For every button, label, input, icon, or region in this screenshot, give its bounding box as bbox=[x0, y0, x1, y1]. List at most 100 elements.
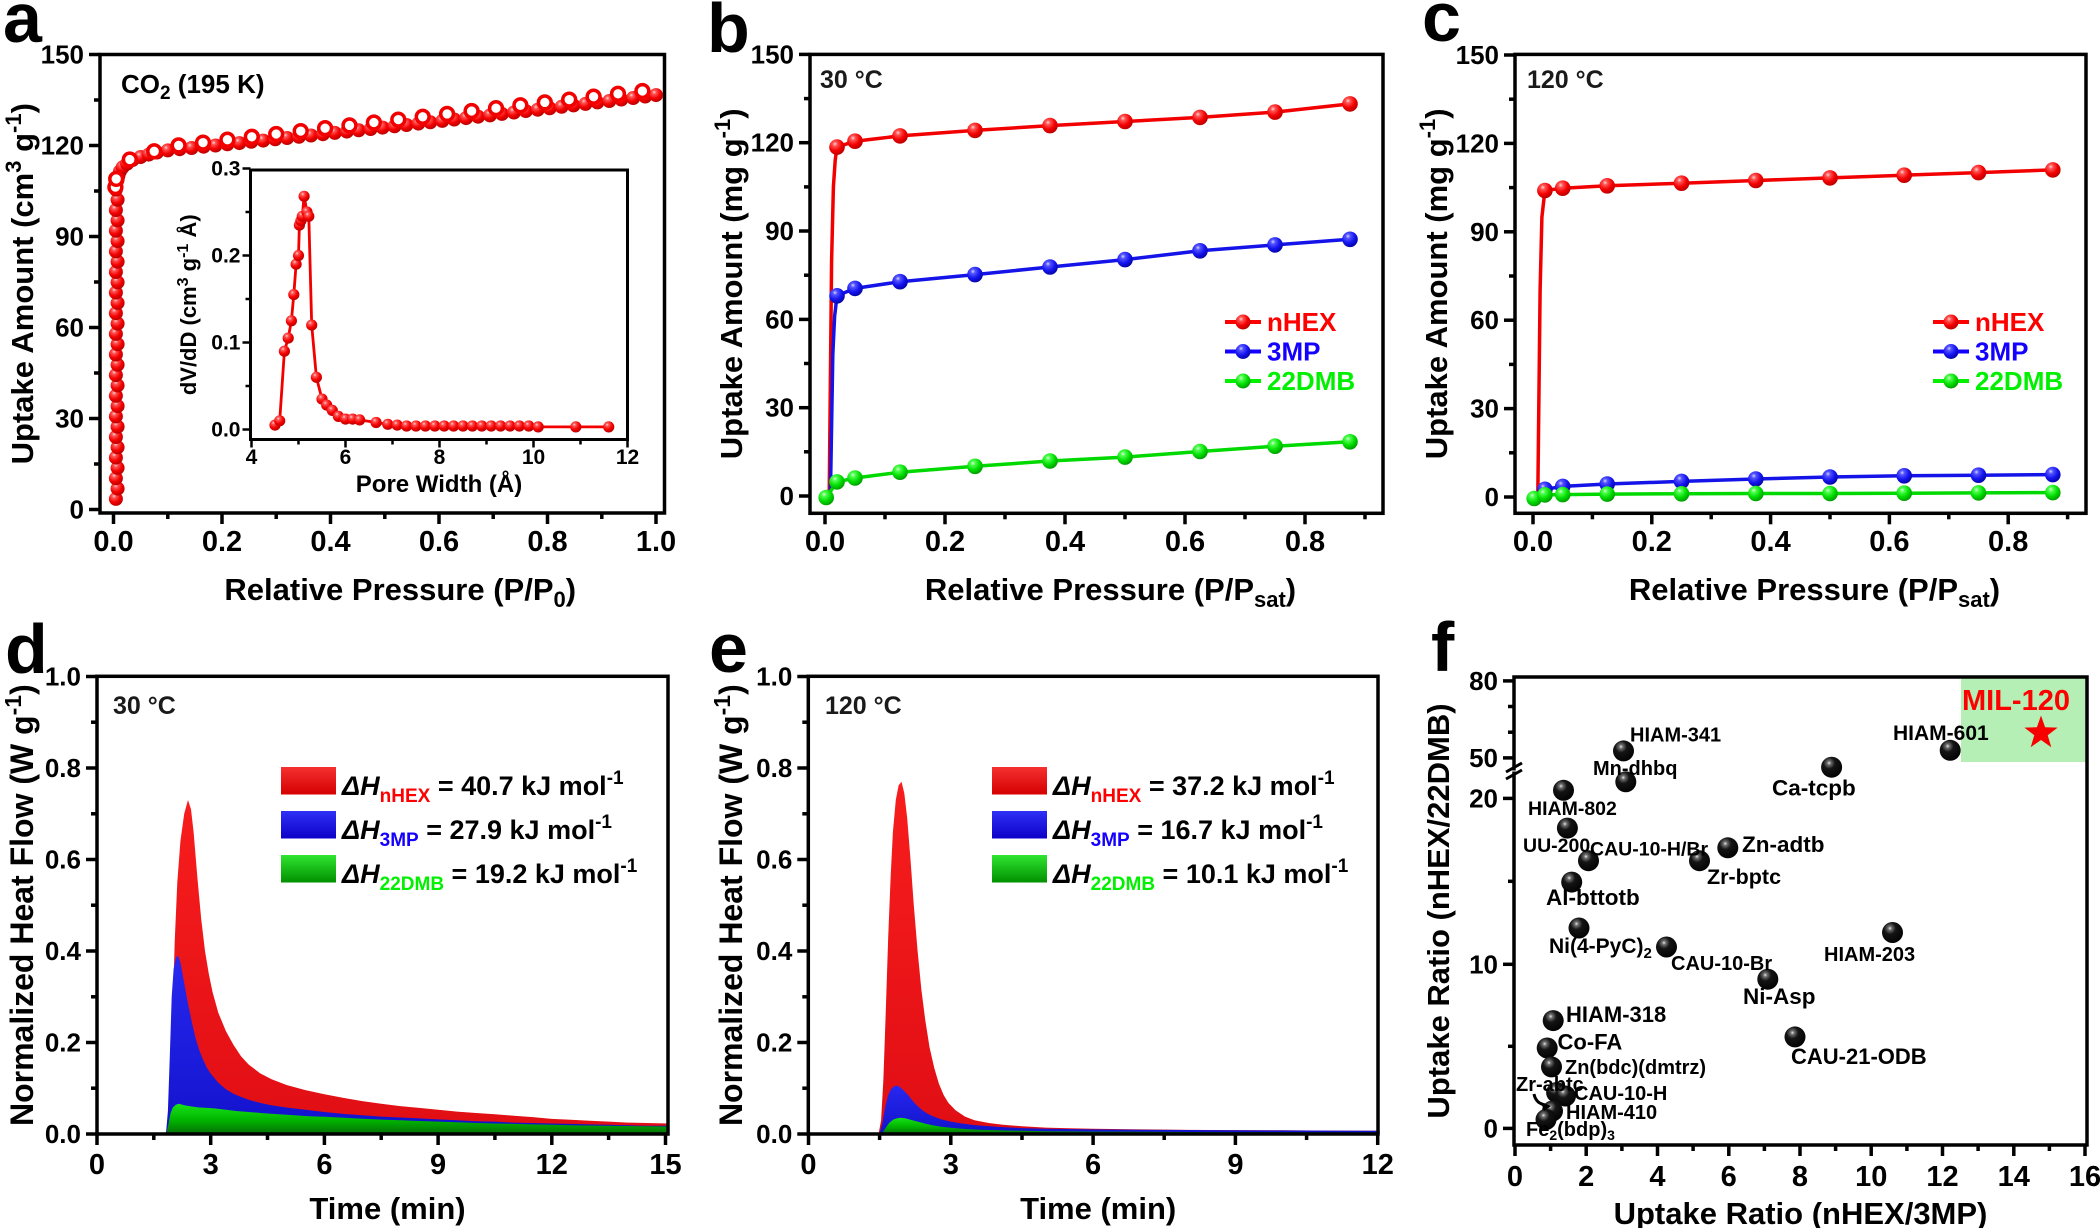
svg-text:0.8: 0.8 bbox=[527, 526, 567, 558]
svg-text:30 °C: 30 °C bbox=[820, 66, 883, 94]
svg-text:nHEX: nHEX bbox=[1267, 307, 1337, 337]
svg-text:ΔHnHEX = 37.2 kJ mol-1: ΔHnHEX = 37.2 kJ mol-1 bbox=[1052, 768, 1335, 807]
svg-text:a: a bbox=[3, 0, 43, 57]
svg-text:ΔH3MP = 27.9 kJ mol-1: ΔH3MP = 27.9 kJ mol-1 bbox=[341, 812, 612, 851]
svg-text:HIAM-802: HIAM-802 bbox=[1528, 798, 1617, 820]
svg-text:Uptake Amount (cm3 g-1): Uptake Amount (cm3 g-1) bbox=[1, 103, 40, 464]
svg-text:60: 60 bbox=[765, 304, 794, 334]
svg-text:ΔH22DMB = 19.2 kJ mol-1: ΔH22DMB = 19.2 kJ mol-1 bbox=[341, 856, 638, 895]
svg-text:Ni(4-PyC)2: Ni(4-PyC)2 bbox=[1549, 935, 1652, 962]
svg-text:0.8: 0.8 bbox=[1285, 526, 1325, 558]
svg-text:60: 60 bbox=[1470, 305, 1499, 335]
svg-text:6: 6 bbox=[1721, 1161, 1737, 1193]
svg-text:0.4: 0.4 bbox=[1750, 526, 1790, 558]
svg-text:12: 12 bbox=[1926, 1161, 1958, 1193]
svg-text:nHEX: nHEX bbox=[1975, 307, 2045, 337]
svg-text:f: f bbox=[1431, 608, 1455, 686]
svg-text:0.0: 0.0 bbox=[1513, 526, 1553, 558]
svg-text:15: 15 bbox=[649, 1149, 681, 1181]
svg-text:1.0: 1.0 bbox=[756, 662, 792, 692]
svg-text:CAU-10-H/Br: CAU-10-H/Br bbox=[1590, 839, 1709, 861]
svg-text:12: 12 bbox=[536, 1149, 568, 1181]
svg-text:Ni-Asp: Ni-Asp bbox=[1743, 984, 1816, 1009]
svg-text:e: e bbox=[709, 609, 748, 687]
svg-text:9: 9 bbox=[430, 1149, 446, 1181]
svg-text:Al-bttotb: Al-bttotb bbox=[1546, 885, 1640, 910]
svg-text:10: 10 bbox=[1855, 1161, 1887, 1193]
svg-text:Fe2(bdp)3: Fe2(bdp)3 bbox=[1526, 1119, 1615, 1143]
svg-text:HIAM-318: HIAM-318 bbox=[1566, 1002, 1666, 1027]
svg-text:UU-200: UU-200 bbox=[1523, 835, 1590, 857]
svg-text:14: 14 bbox=[1998, 1161, 2030, 1193]
svg-text:Uptake Amount (mg g-1): Uptake Amount (mg g-1) bbox=[1415, 108, 1454, 459]
svg-text:120: 120 bbox=[751, 128, 794, 158]
svg-text:HIAM-203: HIAM-203 bbox=[1824, 944, 1915, 966]
svg-text:0.0: 0.0 bbox=[93, 526, 133, 558]
svg-text:0.1: 0.1 bbox=[211, 332, 241, 355]
svg-text:30: 30 bbox=[55, 404, 84, 434]
svg-text:0.6: 0.6 bbox=[45, 845, 81, 875]
svg-text:3MP: 3MP bbox=[1267, 337, 1320, 367]
svg-text:0.4: 0.4 bbox=[756, 936, 793, 966]
svg-text:0.6: 0.6 bbox=[1869, 526, 1909, 558]
svg-text:Uptake Ratio (nHEX/3MP): Uptake Ratio (nHEX/3MP) bbox=[1614, 1196, 1988, 1228]
svg-text:Pore Width (Å): Pore Width (Å) bbox=[356, 470, 522, 498]
svg-text:0.8: 0.8 bbox=[756, 753, 792, 783]
svg-text:90: 90 bbox=[55, 222, 84, 252]
svg-text:Time (min): Time (min) bbox=[1020, 1191, 1176, 1226]
svg-text:90: 90 bbox=[765, 216, 794, 246]
svg-text:Uptake Ratio (nHEX/22DMB): Uptake Ratio (nHEX/22DMB) bbox=[1421, 703, 1456, 1118]
svg-text:0: 0 bbox=[89, 1149, 105, 1181]
svg-text:16: 16 bbox=[2069, 1161, 2100, 1193]
svg-text:150: 150 bbox=[1456, 40, 1499, 70]
svg-text:0.2: 0.2 bbox=[45, 1028, 81, 1058]
svg-text:0.3: 0.3 bbox=[211, 158, 240, 181]
svg-text:0.0: 0.0 bbox=[45, 1119, 81, 1149]
svg-text:6: 6 bbox=[1085, 1149, 1101, 1181]
svg-text:12: 12 bbox=[616, 446, 639, 469]
svg-text:0: 0 bbox=[1485, 482, 1499, 512]
svg-text:0.0: 0.0 bbox=[805, 526, 845, 558]
svg-text:Uptake Amount (mg g-1): Uptake Amount (mg g-1) bbox=[710, 108, 749, 459]
svg-text:Zr-abtc: Zr-abtc bbox=[1516, 1074, 1584, 1096]
svg-text:12: 12 bbox=[1362, 1149, 1394, 1181]
svg-text:HIAM-341: HIAM-341 bbox=[1630, 725, 1721, 747]
svg-text:60: 60 bbox=[55, 313, 84, 343]
svg-text:8: 8 bbox=[1792, 1161, 1808, 1193]
svg-text:150: 150 bbox=[751, 39, 794, 69]
svg-text:0.2: 0.2 bbox=[202, 526, 242, 558]
svg-text:3MP: 3MP bbox=[1975, 337, 2028, 367]
svg-text:1.0: 1.0 bbox=[636, 526, 676, 558]
svg-text:80: 80 bbox=[1469, 666, 1498, 696]
svg-text:120 °C: 120 °C bbox=[1527, 66, 1604, 94]
svg-text:Zr-bptc: Zr-bptc bbox=[1707, 865, 1781, 889]
svg-text:HIAM-410: HIAM-410 bbox=[1566, 1102, 1657, 1124]
svg-text:Relative Pressure (P/Psat): Relative Pressure (P/Psat) bbox=[925, 572, 1296, 612]
svg-text:CAU-10-Br: CAU-10-Br bbox=[1671, 953, 1772, 975]
svg-text:120: 120 bbox=[1456, 128, 1499, 158]
svg-text:Relative Pressure (P/Psat): Relative Pressure (P/Psat) bbox=[1629, 572, 2000, 612]
svg-text:ΔHnHEX = 40.7 kJ mol-1: ΔHnHEX = 40.7 kJ mol-1 bbox=[341, 768, 624, 807]
svg-text:CAU-21-ODB: CAU-21-ODB bbox=[1791, 1044, 1927, 1069]
svg-text:9: 9 bbox=[1227, 1149, 1243, 1181]
svg-text:0: 0 bbox=[1484, 1113, 1498, 1143]
svg-text:Ca-tcpb: Ca-tcpb bbox=[1772, 776, 1856, 801]
svg-text:30 °C: 30 °C bbox=[113, 692, 176, 720]
svg-text:0: 0 bbox=[1507, 1161, 1523, 1193]
svg-text:0.6: 0.6 bbox=[756, 845, 792, 875]
svg-text:4: 4 bbox=[246, 446, 258, 469]
svg-text:0.2: 0.2 bbox=[925, 526, 965, 558]
svg-text:ΔH22DMB = 10.1 kJ mol-1: ΔH22DMB = 10.1 kJ mol-1 bbox=[1052, 856, 1349, 895]
svg-text:22DMB: 22DMB bbox=[1975, 366, 2063, 396]
svg-text:c: c bbox=[1422, 0, 1461, 56]
svg-text:3: 3 bbox=[203, 1149, 219, 1181]
svg-text:30: 30 bbox=[765, 393, 794, 423]
svg-text:0.6: 0.6 bbox=[419, 526, 459, 558]
svg-text:120 °C: 120 °C bbox=[825, 692, 902, 720]
svg-text:Normalized Heat Flow (W g-1): Normalized Heat Flow (W g-1) bbox=[0, 684, 40, 1126]
svg-text:HIAM-601: HIAM-601 bbox=[1893, 722, 1989, 745]
svg-text:0.0: 0.0 bbox=[756, 1119, 792, 1149]
svg-text:0.2: 0.2 bbox=[1632, 526, 1672, 558]
svg-text:20: 20 bbox=[1469, 783, 1498, 813]
svg-text:6: 6 bbox=[316, 1149, 332, 1181]
